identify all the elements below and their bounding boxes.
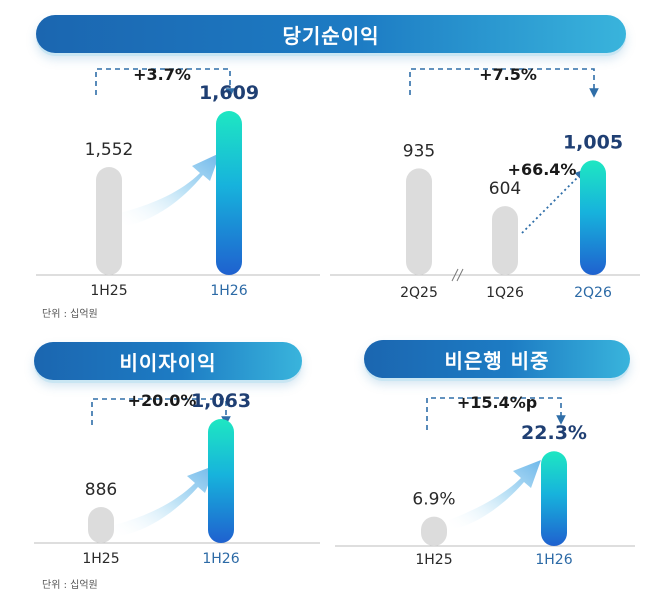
category-label-2Q26: 2Q26 bbox=[574, 285, 612, 301]
growth-bracket bbox=[91, 398, 231, 426]
bar-1H26 bbox=[216, 111, 242, 275]
value-label-1H25: 886 bbox=[85, 480, 117, 500]
non-bank-share-chart: +15.4%p 6.9% 22.3% 1H25 1H26 bbox=[335, 393, 635, 568]
growth-label: +3.7% bbox=[133, 65, 191, 84]
value-label-1H26: 22.3% bbox=[521, 422, 587, 444]
axis-break-icon bbox=[451, 268, 464, 282]
unit-label: 단위 : 십억원 bbox=[42, 580, 98, 591]
bar-2Q25 bbox=[406, 168, 432, 275]
bar-1Q26 bbox=[492, 206, 518, 275]
value-label-1H25: 6.9% bbox=[412, 490, 455, 510]
bar-1H25 bbox=[421, 516, 447, 546]
category-label-1H26: 1H26 bbox=[535, 552, 572, 568]
category-label-1H25: 1H25 bbox=[90, 283, 127, 299]
growth-bracket bbox=[95, 68, 235, 98]
value-label-2Q25: 935 bbox=[403, 141, 435, 161]
category-label-1H26: 1H26 bbox=[210, 283, 247, 299]
non-interest-income-header: 비이자이익 bbox=[34, 342, 302, 380]
growth-swoosh-arrow bbox=[120, 153, 220, 227]
category-label-1H25: 1H25 bbox=[415, 552, 452, 568]
value-label-2Q26: 1,005 bbox=[563, 131, 623, 153]
net-income-left-chart: +3.7% 1,552 1,609 1H25 1H26 bbox=[36, 65, 320, 299]
bar-1H25 bbox=[88, 507, 114, 543]
value-label-1H26: 1,063 bbox=[191, 390, 251, 412]
value-label-1H25: 1,552 bbox=[85, 140, 134, 160]
qoq-label: +66.4% bbox=[508, 160, 577, 179]
bar-2Q26 bbox=[580, 160, 606, 275]
value-label-1Q26: 604 bbox=[489, 179, 521, 199]
qoq-dotted-arrow bbox=[521, 169, 586, 234]
growth-bracket bbox=[409, 68, 599, 98]
growth-swoosh-arrow bbox=[449, 460, 541, 530]
growth-label: +7.5% bbox=[479, 65, 537, 84]
growth-label: +20.0% bbox=[128, 391, 197, 410]
value-label-1H26: 1,609 bbox=[199, 82, 259, 104]
net-income-header: 당기순이익 bbox=[36, 15, 626, 53]
net-income-right-chart: +7.5% +66.4% 935 604 1,005 2Q25 1Q26 2Q2… bbox=[330, 65, 640, 301]
growth-bracket bbox=[426, 397, 566, 430]
category-label-2Q25: 2Q25 bbox=[400, 285, 438, 301]
bar-1H26 bbox=[541, 451, 567, 546]
non-interest-income-title: 비이자이익 bbox=[119, 350, 217, 375]
bar-1H25 bbox=[96, 167, 122, 275]
non-interest-income-chart: +20.0% 886 1,063 1H25 1H26 bbox=[34, 390, 320, 567]
non-bank-share-header: 비은행 비중 bbox=[364, 340, 630, 378]
category-label-1Q26: 1Q26 bbox=[486, 285, 524, 301]
growth-label: +15.4%p bbox=[457, 393, 537, 412]
net-income-title: 당기순이익 bbox=[282, 23, 380, 48]
growth-swoosh-arrow bbox=[114, 465, 216, 537]
bar-1H26 bbox=[208, 419, 234, 543]
category-label-1H26: 1H26 bbox=[202, 551, 239, 567]
non-bank-share-title: 비은행 비중 bbox=[444, 348, 550, 373]
category-label-1H25: 1H25 bbox=[82, 551, 119, 567]
unit-label: 단위 : 십억원 bbox=[42, 309, 98, 320]
